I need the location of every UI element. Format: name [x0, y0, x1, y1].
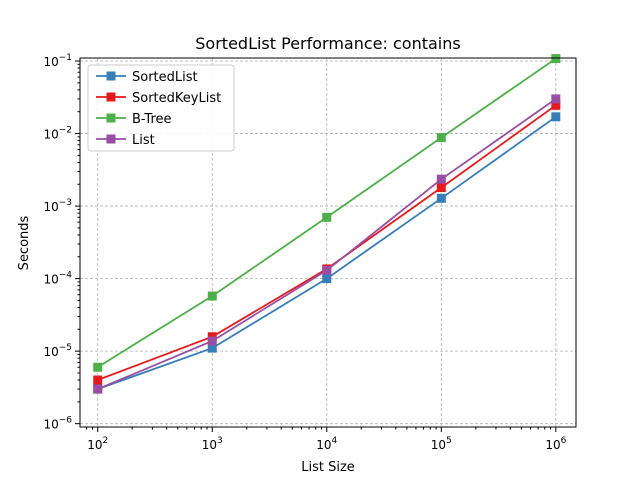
y-tick-label: 10−2 — [43, 126, 72, 142]
y-tick-label: 10−5 — [43, 343, 72, 359]
axis-ticks: 102 103 104 105 106 10−6 10−5 10−4 10−3 10−2 10−1 — [43, 53, 566, 452]
legend-box — [87, 64, 235, 152]
x-axis-label: List Size — [301, 460, 355, 475]
chart-title: SortedList Performance: contains — [195, 34, 460, 53]
y-tick-label: 10−6 — [43, 416, 72, 432]
data-point — [322, 212, 332, 222]
data-point — [322, 274, 332, 284]
legend-marker — [106, 71, 116, 81]
legend-label: B-Tree — [132, 112, 172, 127]
data-point — [207, 336, 217, 346]
y-tick-label: 10−4 — [43, 271, 72, 287]
legend: SortedList SortedKeyList B-Tree List — [87, 64, 235, 152]
plot-series — [93, 54, 561, 394]
legend-marker — [106, 113, 116, 123]
data-point — [436, 133, 446, 143]
x-tick-label: 106 — [545, 436, 566, 452]
data-point — [207, 343, 217, 353]
x-tick-label: 102 — [87, 436, 108, 452]
legend-marker — [106, 92, 116, 102]
data-point — [436, 193, 446, 203]
data-point — [93, 384, 103, 394]
plot-frame — [79, 57, 577, 428]
data-point — [551, 54, 561, 64]
data-point — [551, 112, 561, 122]
y-axis-label: Seconds — [17, 215, 32, 270]
y-tick-label: 10−3 — [43, 198, 72, 214]
data-point — [207, 291, 217, 301]
legend-label: SortedKeyList — [132, 91, 221, 106]
data-point — [551, 100, 561, 110]
data-point — [322, 265, 332, 275]
legend-label: SortedList — [132, 70, 198, 85]
x-tick-label: 105 — [431, 436, 452, 452]
x-tick-label: 103 — [202, 436, 223, 452]
x-tick-label: 104 — [316, 436, 337, 452]
legend-marker — [106, 134, 116, 144]
legend-label: List — [132, 133, 155, 148]
data-point — [93, 362, 103, 372]
data-point — [436, 183, 446, 193]
data-point — [436, 174, 446, 184]
data-point — [93, 375, 103, 385]
y-tick-label: 10−1 — [43, 53, 72, 69]
data-point — [551, 94, 561, 104]
